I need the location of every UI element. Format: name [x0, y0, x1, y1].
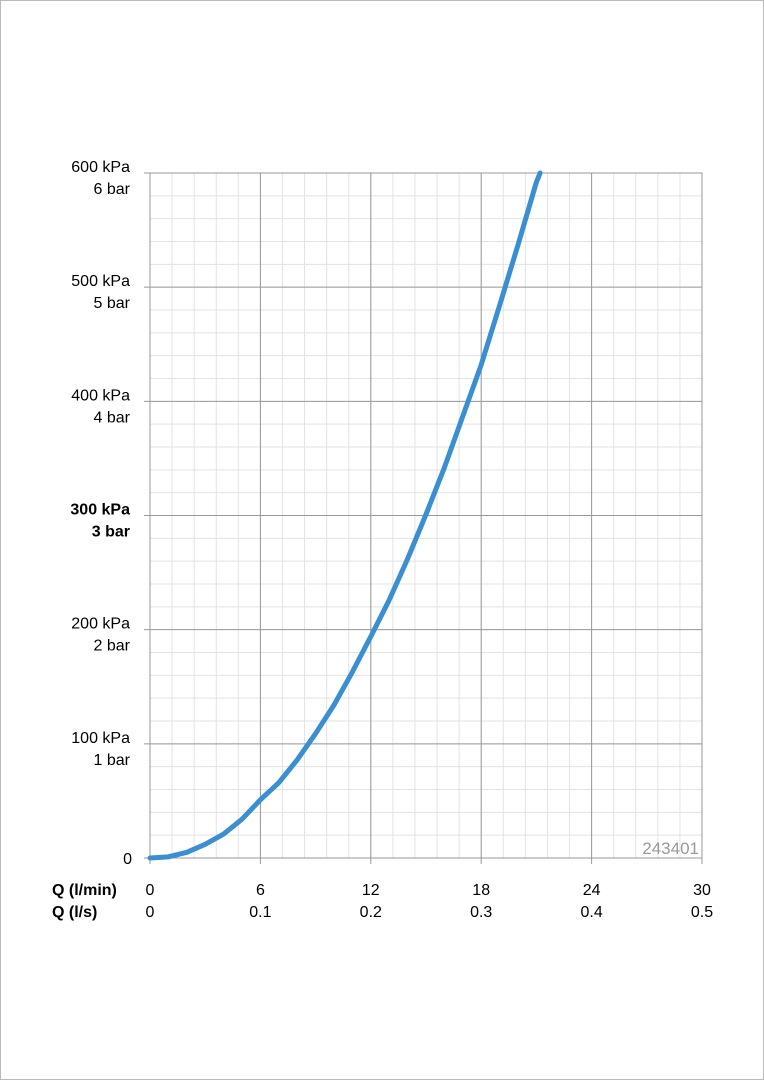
- x-tick-label: 30: [693, 882, 711, 899]
- x-axis-label-secondary: Q (l/s): [52, 904, 97, 921]
- y-tick-label: 4 bar: [94, 409, 131, 426]
- y-tick-label: 600 kPa: [71, 159, 130, 176]
- y-tick-label: 1 bar: [94, 752, 131, 769]
- y-tick-label: 5 bar: [94, 295, 131, 312]
- y-tick-label: 6 bar: [94, 181, 131, 198]
- x-axis-label: Q (l/min): [52, 882, 117, 899]
- y-tick-label: 100 kPa: [71, 730, 130, 747]
- x-tick-label-secondary: 0.3: [470, 904, 492, 921]
- plot-frame: [149, 172, 703, 859]
- x-tick-label-secondary: 0.5: [691, 904, 713, 921]
- x-tick-label-secondary: 0.1: [249, 904, 271, 921]
- y-tick-label: 0: [123, 851, 132, 868]
- x-tick-label-secondary: 0.4: [580, 904, 602, 921]
- curve: [147, 170, 543, 861]
- x-tick-label-secondary: 0: [146, 904, 155, 921]
- y-tick-label: 500 kPa: [71, 273, 130, 290]
- x-tick-label: 12: [362, 882, 380, 899]
- x-tick-label: 18: [472, 882, 490, 899]
- x-tick-label: 6: [256, 882, 265, 899]
- y-tick-label: 300 kPa: [70, 502, 130, 519]
- y-tick-label: 400 kPa: [71, 387, 130, 404]
- x-tick-label: 0: [146, 882, 155, 899]
- y-tick-label: 2 bar: [94, 638, 131, 655]
- y-tick-label: 200 kPa: [71, 616, 130, 633]
- x-tick-label: 24: [583, 882, 601, 899]
- x-tick-label-secondary: 0.2: [360, 904, 382, 921]
- watermark: 243401: [642, 839, 699, 858]
- y-tick-label: 3 bar: [92, 524, 130, 541]
